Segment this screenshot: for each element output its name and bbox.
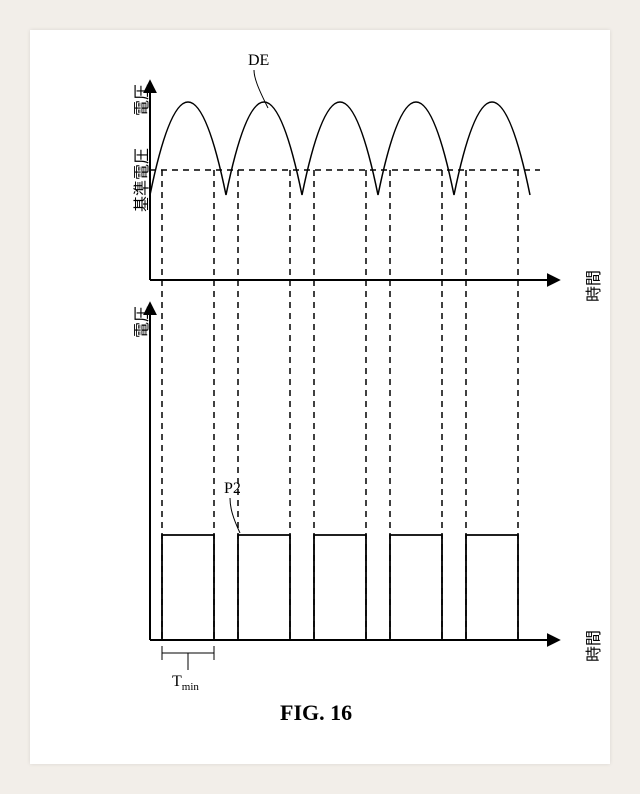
top-x-label: 時間 [580,270,604,302]
p2-label: P2 [224,480,241,497]
de-waveform [150,102,530,195]
top-y-label: 電圧 [128,84,152,116]
figure-caption: FIG. 16 [280,700,352,726]
page: DE [30,30,610,764]
bottom-x-label: 時間 [580,630,604,662]
bottom-y-label: 電圧 [128,306,152,338]
reference-voltage-label: 基準電圧 [128,148,152,212]
top-dash-lines [162,170,518,280]
de-label: DE [248,52,269,69]
connector-dash-lines [162,280,518,640]
tmin-label: Tmin [172,673,199,693]
diagram-svg: DE [30,30,610,764]
tmin-bracket [162,646,214,670]
pulse-train [150,535,540,640]
